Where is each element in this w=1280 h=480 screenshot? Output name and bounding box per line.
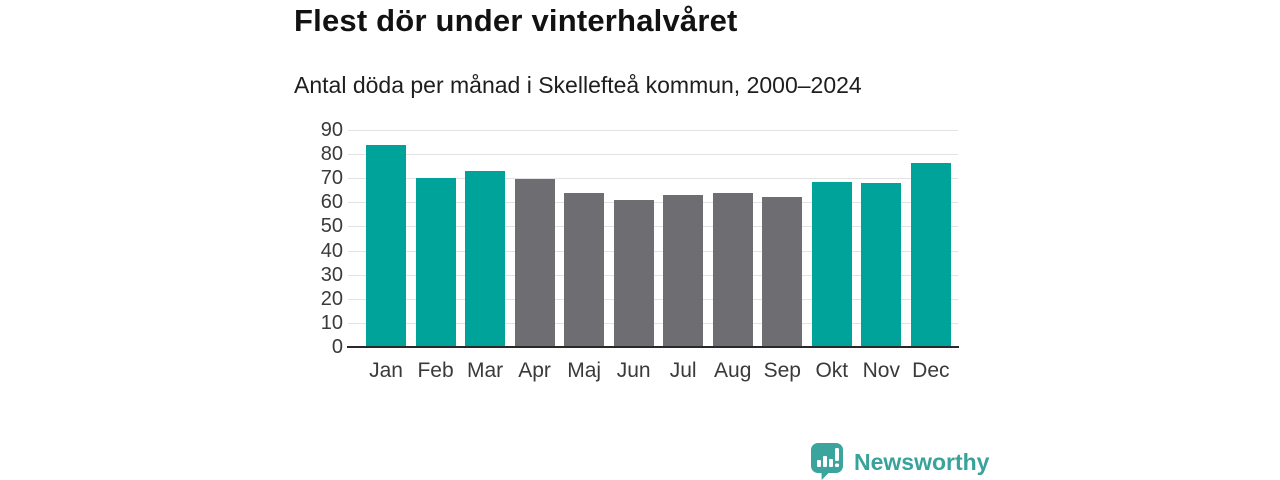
x-tick-label-apr: Apr — [518, 359, 551, 382]
bars-group — [348, 130, 958, 347]
bar-jan — [366, 144, 406, 347]
chart-subtitle: Antal döda per månad i Skellefteå kommun… — [294, 72, 862, 98]
y-tick-label-60: 60 — [320, 191, 343, 214]
x-tick-label-okt: Okt — [815, 359, 849, 382]
newsworthy-logo[interactable]: Newsworthy — [810, 443, 989, 480]
gridline-70 — [348, 178, 958, 180]
y-tick-label-40: 40 — [320, 239, 343, 262]
plot-area — [348, 130, 958, 347]
bar-maj — [564, 193, 605, 347]
bar-nov — [861, 183, 902, 347]
y-tick-label-10: 10 — [320, 311, 343, 334]
bar-sep — [762, 197, 803, 347]
bar-dec — [910, 163, 951, 347]
x-tick-label-nov: Nov — [862, 359, 900, 382]
gridline-90 — [348, 130, 958, 131]
y-tick-label-50: 50 — [320, 215, 343, 238]
bar-aug — [712, 192, 753, 347]
bar-jun — [613, 199, 654, 347]
x-tick-label-jun: Jun — [616, 359, 651, 382]
x-tick-label-mar: Mar — [466, 359, 504, 382]
y-tick-label-30: 30 — [320, 263, 343, 286]
x-axis-labels: Jan Feb Mar Apr Maj Jun Jul Aug Sep Okt Nov Dec — [348, 358, 958, 384]
newsworthy-chart-bubble-icon — [811, 443, 843, 480]
x-tick-label-feb: Feb — [417, 359, 454, 382]
bar-okt — [811, 182, 852, 347]
y-tick-label-80: 80 — [320, 143, 343, 166]
x-tick-label-dec: Dec — [912, 359, 950, 382]
y-tick-label-70: 70 — [320, 167, 343, 190]
bar-feb — [415, 177, 456, 347]
y-tick-label-0: 0 — [331, 336, 343, 358]
y-tick-label-20: 20 — [320, 287, 343, 310]
x-axis-line — [347, 346, 959, 348]
bar-apr — [514, 178, 555, 347]
y-tick-label-90: 90 — [320, 119, 343, 141]
x-tick-label-jan: Jan — [369, 359, 403, 382]
x-tick-label-maj: Maj — [567, 359, 602, 382]
x-tick-label-jul: Jul — [669, 359, 697, 382]
x-tick-label-sep: Sep — [763, 359, 801, 382]
newsworthy-logo-text: Newsworthy — [854, 448, 990, 475]
x-tick-label-aug: Aug — [714, 359, 752, 382]
chart-title: Flest dör under vinterhalvåret — [294, 3, 738, 38]
bar-jul — [663, 194, 704, 347]
bar-mar — [465, 170, 506, 347]
gridline-80 — [348, 154, 958, 156]
